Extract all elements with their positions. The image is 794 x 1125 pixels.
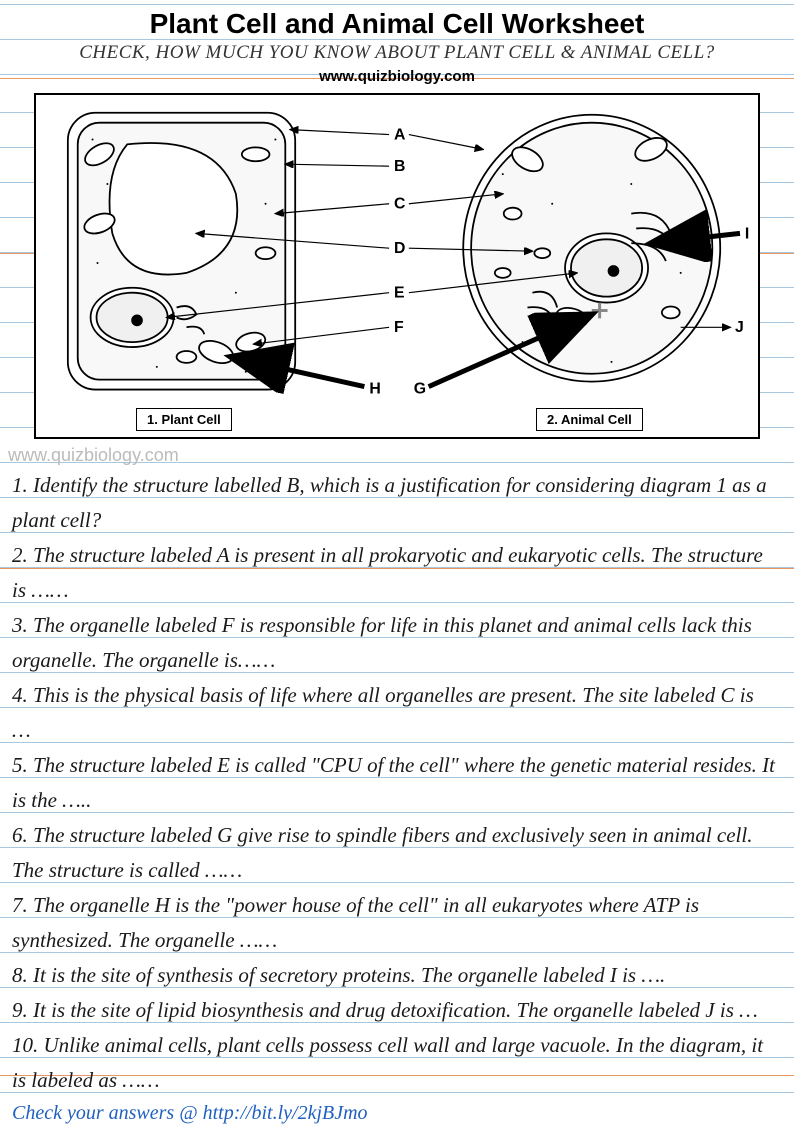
page-title: Plant Cell and Animal Cell Worksheet [0, 8, 794, 40]
footer-link: Check your answers @ http://bit.ly/2kjBJ… [0, 1102, 794, 1125]
label-g: G [414, 381, 426, 398]
plant-cell-caption: 1. Plant Cell [136, 408, 232, 431]
label-a: A [394, 126, 405, 143]
label-i: I [745, 225, 749, 242]
question-8: 8. It is the site of synthesis of secret… [12, 958, 776, 993]
watermark: www.quizbiology.com [8, 445, 794, 466]
question-6: 6. The structure labeled G give rise to … [12, 818, 776, 888]
label-j: J [735, 319, 744, 336]
label-c: C [394, 196, 405, 213]
cells-svg: A B C D E F G H I J [36, 95, 758, 437]
question-9: 9. It is the site of lipid biosynthesis … [12, 993, 776, 1028]
page-subtitle: CHECK, HOW MUCH YOU KNOW ABOUT PLANT CEL… [0, 42, 794, 64]
question-7: 7. The organelle H is the "power house o… [12, 888, 776, 958]
label-b: B [394, 158, 405, 175]
question-2: 2. The structure labeled A is present in… [12, 538, 776, 608]
website-label: www.quizbiology.com [0, 68, 794, 85]
animal-cell-caption: 2. Animal Cell [536, 408, 643, 431]
question-10: 10. Unlike animal cells, plant cells pos… [12, 1028, 776, 1098]
cell-diagram: A B C D E F G H I J 1. Plant Cell 2. Ani… [34, 93, 760, 439]
label-d: D [394, 240, 405, 257]
question-4: 4. This is the physical basis of life wh… [12, 678, 776, 748]
questions-list: 1. Identify the structure labelled B, wh… [0, 468, 794, 1098]
question-3: 3. The organelle labeled F is responsibl… [12, 608, 776, 678]
question-1: 1. Identify the structure labelled B, wh… [12, 468, 776, 538]
label-e: E [394, 285, 405, 302]
question-5: 5. The structure labeled E is called "CP… [12, 748, 776, 818]
header: Plant Cell and Animal Cell Worksheet CHE… [0, 0, 794, 85]
label-f: F [394, 319, 404, 336]
label-h: H [369, 381, 380, 398]
